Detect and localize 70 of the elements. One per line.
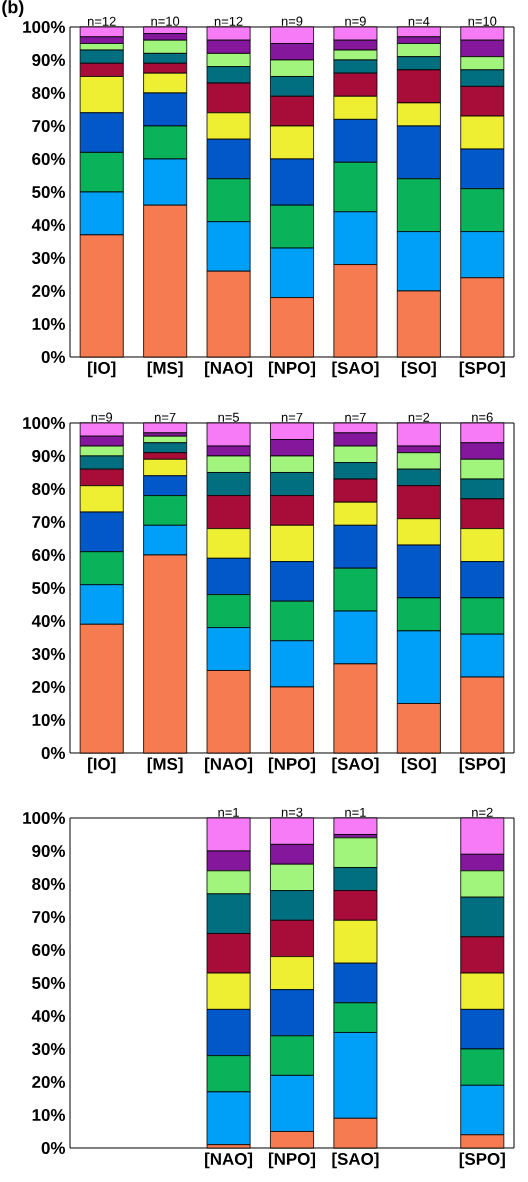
y-tick-label: 50%: [32, 185, 66, 198]
y-tick-label: 90%: [32, 449, 66, 462]
y-tick-label: 80%: [32, 878, 66, 890]
text: n=9: [345, 16, 366, 26]
y-tick-label: 20%: [32, 284, 66, 297]
x-tick-label: [SO]: [401, 757, 436, 774]
text: n=3: [281, 807, 303, 817]
text: n=7: [155, 412, 176, 422]
y-tick-label: 90%: [32, 845, 66, 857]
y-tick-label: 70%: [32, 515, 66, 528]
x-tick-label: [NAO]: [205, 1152, 253, 1169]
y-tick-label: 40%: [31, 614, 66, 627]
text: n=12: [87, 16, 116, 26]
y-tick-label: 100%: [23, 416, 66, 429]
y-tick-label: 20%: [32, 1076, 66, 1088]
y-tick-label: 80%: [32, 86, 66, 99]
x-tick-label: [SAO]: [332, 757, 379, 774]
y-tick-label: 60%: [32, 152, 66, 165]
x-tick-label: [SAO]: [332, 361, 379, 378]
text: n=10: [151, 16, 180, 26]
chart-title: (b): [2, 0, 24, 17]
text: n=1: [345, 807, 366, 817]
text: n=12: [214, 16, 243, 26]
text: n=2: [472, 807, 493, 817]
text: n=5: [218, 412, 240, 422]
y-tick-label: 50%: [32, 581, 66, 594]
x-tick-label: [NAO]: [205, 757, 253, 774]
x-tick-label: [SPO]: [459, 361, 505, 378]
text: n=7: [281, 412, 303, 422]
y-tick-label: 30%: [31, 647, 66, 660]
x-tick-label: [NPO]: [268, 757, 316, 774]
text: n=7: [345, 412, 366, 422]
x-tick-label: [SAO]: [332, 1152, 379, 1169]
y-tick-label: 100%: [23, 20, 66, 33]
x-tick-label: [MS]: [147, 757, 183, 774]
text: n=6: [472, 412, 493, 422]
y-tick-label: 0%: [41, 1142, 66, 1154]
x-tick-label: [MS]: [147, 361, 183, 378]
x-tick-label: [NPO]: [268, 361, 316, 378]
y-tick-label: 60%: [32, 548, 66, 561]
y-tick-label: 80%: [32, 482, 66, 495]
y-tick-label: 100%: [23, 812, 66, 824]
y-tick-label: 0%: [41, 746, 66, 759]
y-tick-label: 10%: [32, 713, 66, 726]
y-tick-label: 50%: [32, 977, 66, 989]
y-tick-label: 10%: [32, 317, 66, 330]
y-tick-label: 90%: [32, 53, 66, 66]
y-tick-label: 10%: [32, 1109, 66, 1121]
x-tick-label: [IO]: [88, 757, 116, 774]
text: n=4: [408, 16, 430, 26]
x-tick-label: [SO]: [401, 361, 436, 378]
y-tick-label: 30%: [31, 1042, 66, 1055]
text: n=10: [468, 16, 497, 26]
y-tick-label: 20%: [32, 680, 66, 693]
y-tick-label: 40%: [31, 218, 66, 231]
y-tick-label: 60%: [32, 944, 66, 956]
y-tick-label: 40%: [31, 1010, 66, 1022]
x-tick-label: [SPO]: [459, 757, 505, 774]
text: n=1: [218, 807, 239, 817]
x-tick-label: [NPO]: [268, 1152, 316, 1169]
text: n=2: [408, 412, 430, 422]
text: n=9: [91, 412, 113, 422]
y-tick-label: 30%: [31, 251, 66, 264]
x-tick-label: [NAO]: [205, 361, 253, 378]
y-tick-label: 0%: [41, 350, 66, 363]
text: n=9: [281, 16, 303, 26]
y-tick-label: 70%: [32, 119, 66, 132]
y-tick-label: 70%: [32, 911, 66, 923]
x-tick-label: [IO]: [88, 361, 116, 378]
x-tick-label: [SPO]: [459, 1152, 505, 1169]
